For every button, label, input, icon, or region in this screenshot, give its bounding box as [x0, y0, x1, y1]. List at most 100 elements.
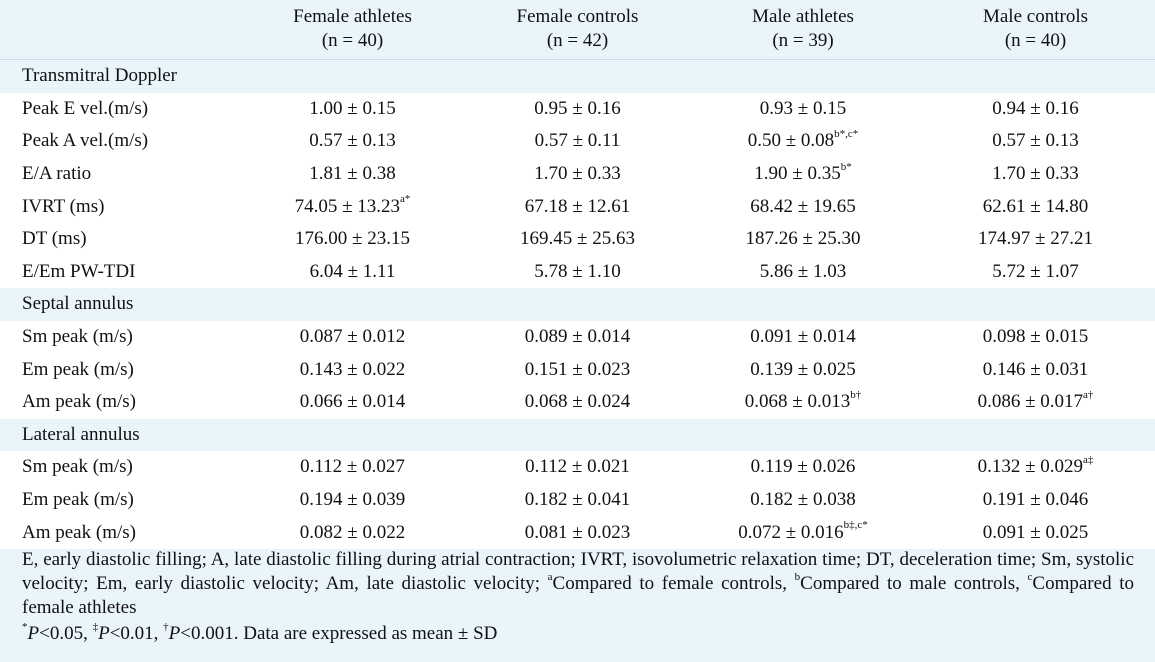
cell-male-athletes: 0.93 ± 0.15: [690, 92, 916, 126]
cell-female-athletes: 1.00 ± 0.15: [240, 92, 465, 126]
cell-value: 62.61 ± 14.80: [982, 195, 1089, 217]
cell-female-athletes: 0.082 ± 0.022: [240, 516, 465, 549]
footnote-italic-p: P: [98, 623, 110, 644]
row-label: E/A ratio: [0, 157, 240, 191]
header-corner: [0, 0, 240, 60]
row-label: Peak A vel.(m/s): [0, 125, 240, 158]
section-title: Septal annulus: [0, 288, 1155, 321]
cell-male-controls: 0.091 ± 0.025: [916, 516, 1155, 549]
cell-value: 74.05 ± 13.23: [294, 195, 401, 217]
section-title: Lateral annulus: [0, 418, 1155, 452]
cell-female-controls: 0.112 ± 0.021: [465, 451, 690, 484]
footnote-marker: b: [794, 570, 801, 583]
header-female-controls: Female controls (n = 42): [465, 0, 690, 60]
cell-male-athletes: 1.90 ± 0.35b*: [690, 157, 916, 191]
cell-value: 0.082 ± 0.022: [299, 521, 406, 543]
cell-value: 5.72 ± 1.07: [992, 260, 1079, 282]
cell-female-athletes: 1.81 ± 0.38: [240, 157, 465, 191]
row-label: Em peak (m/s): [0, 353, 240, 386]
cell-female-athletes: 74.05 ± 13.23a*: [240, 190, 465, 223]
cell-value: 0.066 ± 0.014: [299, 391, 406, 413]
footnote-text: Compared to male controls,: [800, 573, 1028, 594]
table-footnote: E, early diastolic filling; A, late dias…: [22, 548, 1134, 646]
cell-male-controls: 0.191 ± 0.046: [916, 483, 1155, 517]
cell-male-athletes: 0.091 ± 0.014: [690, 320, 916, 354]
header-label: Female athletes: [293, 6, 412, 27]
cell-male-athletes: 0.119 ± 0.026: [690, 451, 916, 484]
cell-value: 0.089 ± 0.014: [524, 326, 631, 348]
cell-value: 0.087 ± 0.012: [299, 326, 406, 348]
cell-value: 0.95 ± 0.16: [534, 97, 621, 119]
cell-value: 0.94 ± 0.16: [992, 97, 1079, 119]
significance-marker: a*: [400, 193, 411, 206]
cell-value: 68.42 ± 19.65: [750, 195, 856, 217]
cell-value: 0.194 ± 0.039: [299, 489, 406, 511]
footnote-italic-p: P: [27, 623, 40, 644]
cell-value: 0.191 ± 0.046: [982, 489, 1089, 511]
cell-value: 0.068 ± 0.013: [744, 391, 851, 413]
cell-value: 1.90 ± 0.35: [754, 163, 841, 185]
cell-female-controls: 0.068 ± 0.024: [465, 385, 690, 419]
cell-female-athletes: 0.194 ± 0.039: [240, 483, 465, 517]
footnote-abbreviations: E, early diastolic filling; A, late dias…: [22, 548, 1134, 620]
header-n: (n = 40): [1004, 30, 1067, 51]
cell-female-controls: 0.151 ± 0.023: [465, 353, 690, 386]
row-label: Am peak (m/s): [0, 385, 240, 419]
cell-value: 1.70 ± 0.33: [992, 163, 1079, 185]
table-row: E/Em PW-TDI 6.04 ± 1.11 5.78 ± 1.10 5.86 ± …: [0, 255, 1155, 289]
table-row: E/A ratio 1.81 ± 0.38 1.70 ± 0.33 1.90 ± 0.…: [0, 157, 1155, 191]
cell-male-athletes: 5.86 ± 1.03: [690, 255, 916, 289]
table-row: Peak E vel.(m/s) 1.00 ± 0.15 0.95 ± 0.16 0.…: [0, 92, 1155, 126]
cell-female-athletes: 6.04 ± 1.11: [240, 255, 465, 289]
cell-value: 0.068 ± 0.024: [524, 391, 631, 413]
header-male-controls: Male controls (n = 40): [916, 0, 1155, 60]
footnote-significance: *P<0.05, ‡P<0.01, †P<0.001. Data are exp…: [22, 621, 1134, 646]
cell-female-controls: 0.089 ± 0.014: [465, 320, 690, 354]
cell-male-athletes: 0.182 ± 0.038: [690, 483, 916, 517]
footnote-text: E, early diastolic filling; A, late dias…: [22, 549, 1134, 594]
cell-male-controls: 0.57 ± 0.13: [916, 125, 1155, 158]
significance-marker: b‡,c*: [843, 519, 868, 532]
cell-male-athletes: 0.072 ± 0.016b‡,c*: [690, 516, 916, 549]
significance-marker: b*: [840, 160, 852, 173]
data-table: Female athletes (n = 40) Female controls…: [0, 0, 1155, 549]
table-body: Transmitral Doppler Peak E vel.(m/s) 1.00 …: [0, 60, 1155, 549]
cell-value: 6.04 ± 1.11: [309, 260, 396, 282]
cell-value: 187.26 ± 25.30: [745, 228, 861, 250]
significance-marker: b†: [850, 388, 862, 401]
cell-female-controls: 0.081 ± 0.023: [465, 516, 690, 549]
table-header: Female athletes (n = 40) Female controls…: [0, 0, 1155, 60]
cell-value: 1.00 ± 0.15: [309, 97, 396, 119]
footnote-marker: c: [1027, 570, 1033, 583]
header-male-athletes: Male athletes (n = 39): [690, 0, 916, 60]
table-row: Em peak (m/s) 0.143 ± 0.022 0.151 ± 0.023 0…: [0, 353, 1155, 386]
header-n: (n = 40): [321, 30, 384, 51]
cell-female-controls: 5.78 ± 1.10: [465, 255, 690, 289]
cell-value: 0.112 ± 0.027: [300, 456, 405, 478]
cell-female-athletes: 0.57 ± 0.13: [240, 125, 465, 158]
section-row: Transmitral Doppler: [0, 60, 1155, 93]
significance-marker: a†: [1083, 388, 1094, 401]
header-female-athletes: Female athletes (n = 40): [240, 0, 465, 60]
header-n: (n = 39): [772, 30, 834, 51]
cell-female-athletes: 0.066 ± 0.014: [240, 385, 465, 419]
table-row: IVRT (ms) 74.05 ± 13.23a* 67.18 ± 12.61 68.…: [0, 190, 1155, 223]
cell-male-controls: 1.70 ± 0.33: [916, 157, 1155, 191]
row-label: Sm peak (m/s): [0, 451, 240, 484]
header-label: Male athletes: [752, 6, 854, 27]
cell-value: 0.57 ± 0.13: [992, 130, 1079, 152]
table-row: Peak A vel.(m/s) 0.57 ± 0.13 0.57 ± 0.11 0.…: [0, 125, 1155, 158]
significance-marker: b*,c*: [834, 128, 859, 141]
row-label: DT (ms): [0, 222, 240, 256]
cell-male-athletes: 68.42 ± 19.65: [690, 190, 916, 223]
cell-value: 0.091 ± 0.014: [750, 326, 856, 348]
cell-female-controls: 0.57 ± 0.11: [465, 125, 690, 158]
cell-value: 169.45 ± 25.63: [520, 228, 635, 250]
header-n: (n = 42): [546, 30, 609, 51]
footnote-text: <0.001. Data are expressed as mean ± SD: [180, 623, 498, 644]
cell-value: 0.081 ± 0.023: [524, 521, 631, 543]
cell-value: 0.119 ± 0.026: [750, 456, 856, 478]
row-label: Em peak (m/s): [0, 483, 240, 517]
cell-value: 0.57 ± 0.13: [309, 130, 396, 152]
header-label: Male controls: [982, 6, 1088, 27]
